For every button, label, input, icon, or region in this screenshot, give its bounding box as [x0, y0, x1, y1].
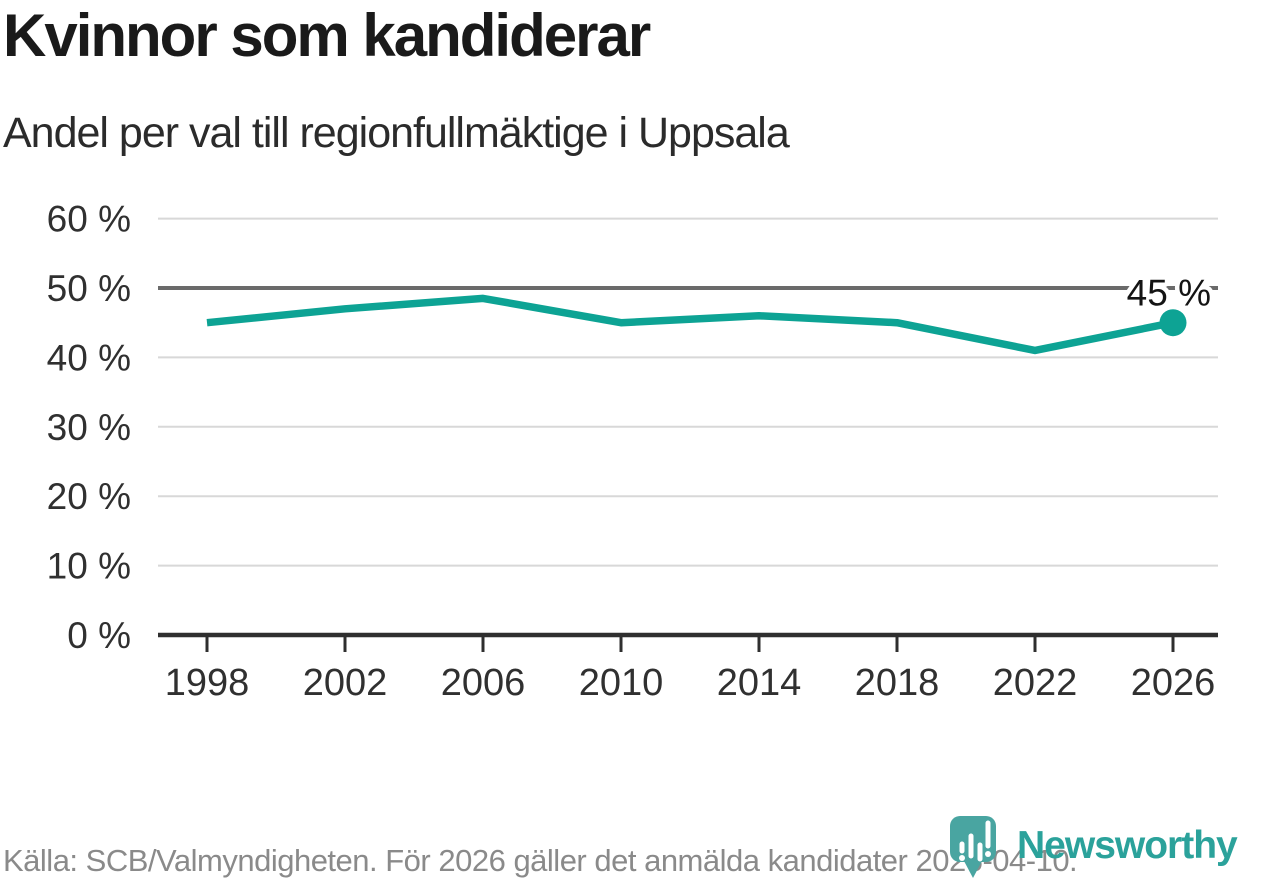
y-axis-tick-label: 40 %	[47, 337, 131, 378]
chart-subtitle: Andel per val till regionfullmäktige i U…	[3, 109, 790, 157]
end-value-label: 45 %	[1127, 273, 1211, 314]
x-axis-tick-label: 2018	[855, 662, 940, 704]
x-axis-tick-label: 2026	[1131, 662, 1216, 704]
y-axis-tick-label: 0 %	[67, 615, 131, 656]
x-axis-tick-label: 2006	[441, 662, 526, 704]
x-axis-tick-label: 2002	[303, 662, 388, 704]
x-axis-tick-label: 2010	[579, 662, 664, 704]
source-note: Källa: SCB/Valmyndigheten. För 2026 gäll…	[3, 843, 1078, 878]
x-axis-tick-label: 1998	[165, 662, 250, 704]
newsworthy-logo: Newsworthy	[948, 812, 1262, 879]
end-point-marker	[1159, 309, 1187, 337]
y-axis-tick-label: 60 %	[47, 199, 131, 240]
y-axis-tick-label: 20 %	[47, 476, 131, 517]
chart-title: Kvinnor som kandiderar	[3, 2, 651, 69]
newsworthy-bubble-chart-icon	[950, 816, 996, 878]
x-axis-tick-label: 2022	[993, 662, 1078, 704]
data-line	[206, 294, 1174, 355]
x-axis-tick-label: 2014	[717, 662, 802, 704]
newsworthy-wordmark: Newsworthy	[1017, 824, 1238, 867]
y-axis-tick-label: 50 %	[47, 268, 131, 309]
y-axis-tick-label: 10 %	[47, 546, 131, 587]
y-axis-tick-label: 30 %	[47, 407, 131, 448]
